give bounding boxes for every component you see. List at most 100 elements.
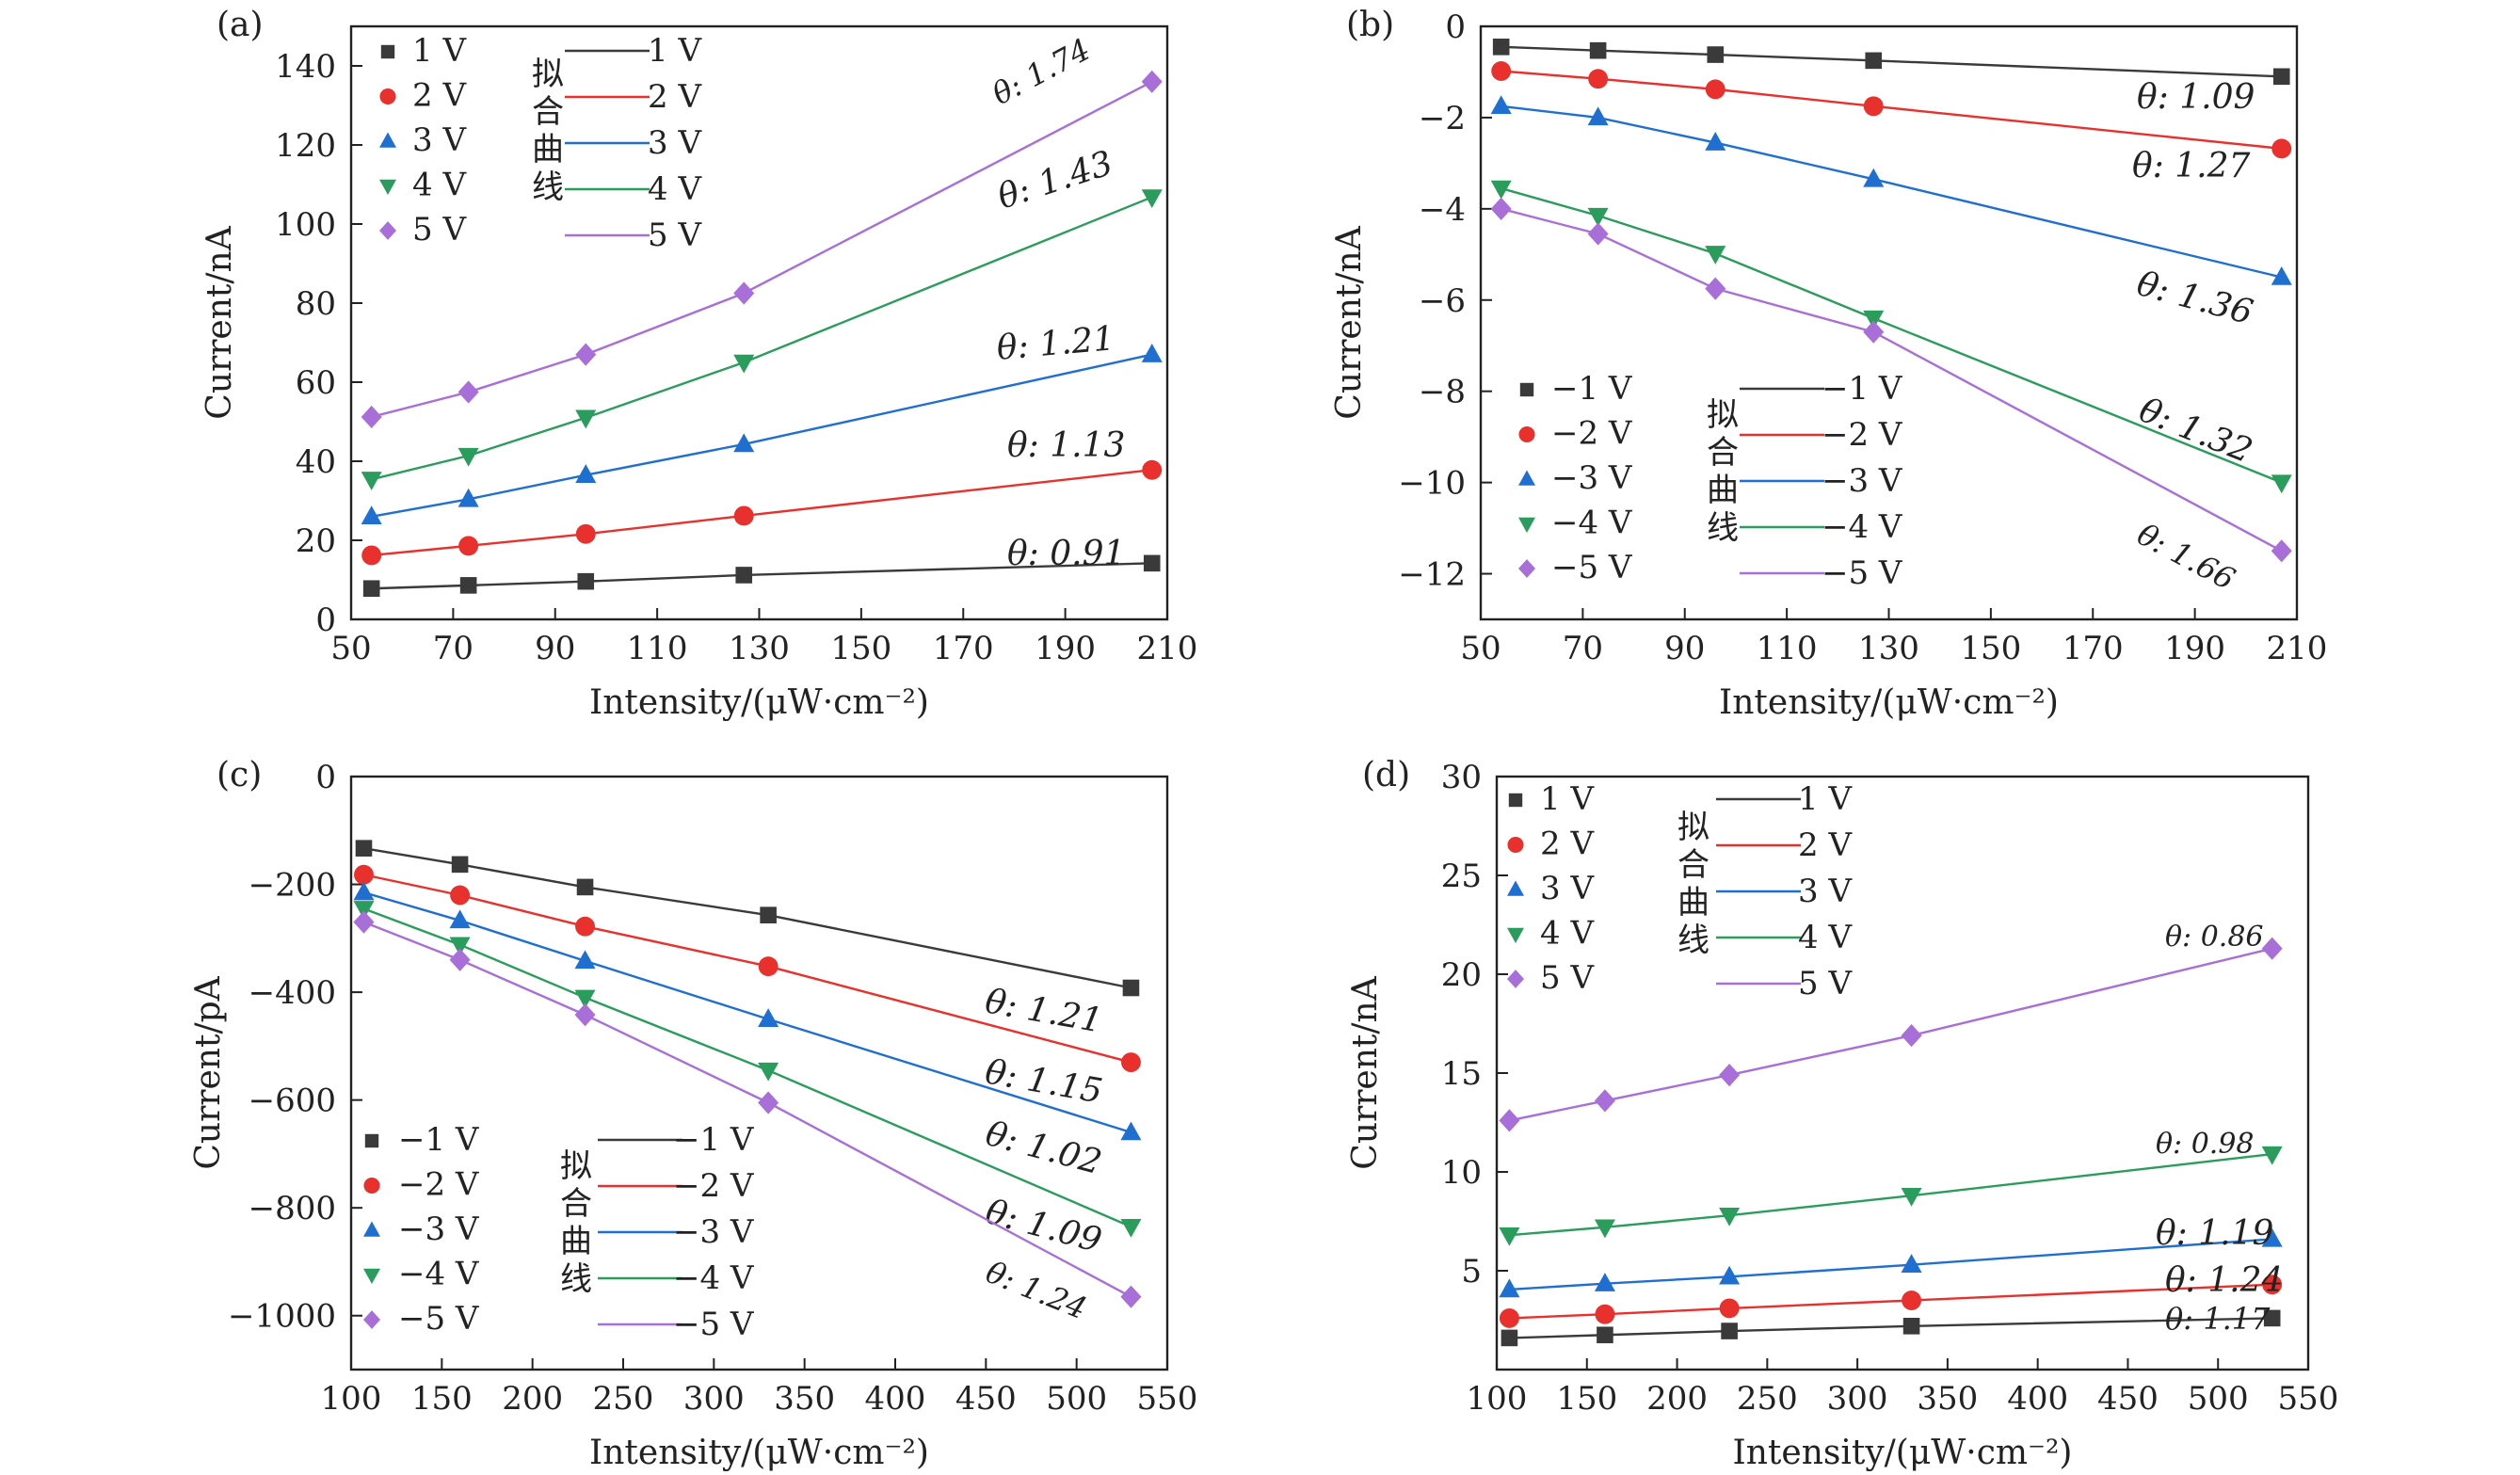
fit-legend-label: 1 V xyxy=(1798,780,1853,818)
legend-label: −5 V xyxy=(398,1300,480,1338)
fit-exponent-label: θ: 1.09 xyxy=(2137,78,2255,117)
x-tick-label: 210 xyxy=(1137,630,1198,667)
data-point-4 xyxy=(1594,1219,1615,1239)
panel-d: (d) 100 150 200 250 300 350 400 450 500 550 5 10 15 20… xyxy=(1346,756,2338,1472)
y-tick-label: −8 xyxy=(1419,374,1466,411)
data-point-5 xyxy=(1499,1109,1520,1132)
plot-frame xyxy=(349,775,1169,1371)
data-point-3 xyxy=(2261,1227,2283,1247)
y-tick-label: 25 xyxy=(1441,858,1482,895)
legend-marker-5 xyxy=(379,221,396,240)
legend-label: −4 V xyxy=(398,1256,480,1293)
fit-legend-label: −4 V xyxy=(673,1259,755,1297)
fit-exponent-label: θ: 1.66 xyxy=(2131,517,2240,598)
data-point-5 xyxy=(1719,1064,1741,1087)
fit-exponent-label: θ: 1.19 xyxy=(2156,1214,2273,1253)
x-tick-label: 500 xyxy=(1046,1380,1107,1418)
x-tick-label: 450 xyxy=(2097,1380,2159,1418)
data-point-5 xyxy=(758,1091,779,1114)
data-point-1 xyxy=(355,840,373,857)
x-tick-label: 100 xyxy=(321,1380,382,1418)
legend-label: 4 V xyxy=(1540,915,1595,953)
x-axis-title: Intensity/(μW·cm⁻²) xyxy=(1719,683,2059,722)
y-tick-label: 5 xyxy=(1461,1253,1482,1291)
fit-curve-1 xyxy=(1501,45,2282,78)
data-point-2 xyxy=(458,536,479,556)
data-point-2 xyxy=(2262,1275,2283,1295)
legend-marker-3 xyxy=(1518,470,1535,486)
data-point-4 xyxy=(2261,1146,2283,1165)
fit-curve-1 xyxy=(1509,1317,2272,1339)
fit-exponent-label: θ: 0.98 xyxy=(2156,1128,2255,1161)
data-point-1 xyxy=(451,856,469,874)
x-axis-title: Intensity/(μW·cm⁻²) xyxy=(1733,1434,2073,1472)
y-tick-label: 20 xyxy=(296,522,336,560)
data-point-2 xyxy=(361,545,382,566)
data-point-4 xyxy=(575,409,597,429)
y-tick-label: 10 xyxy=(1441,1154,1482,1192)
fit-exponent-label: θ: 1.13 xyxy=(1007,426,1125,465)
legend-label: 3 V xyxy=(1540,870,1595,907)
y-tick-label: 0 xyxy=(1445,8,1466,46)
x-tick-label: 190 xyxy=(1035,630,1096,667)
fit-legend-label: 3 V xyxy=(648,124,702,162)
data-point-5 xyxy=(1594,1089,1615,1113)
data-point-4 xyxy=(457,447,479,467)
data-point-4 xyxy=(1901,1187,1922,1207)
data-point-5 xyxy=(1901,1024,1922,1048)
data-point-4 xyxy=(449,937,471,956)
data-point-2 xyxy=(1491,61,1512,81)
data-point-2 xyxy=(1588,69,1609,89)
y-tick-label: −400 xyxy=(249,974,336,1012)
fit-exponent-label: θ: 1.21 xyxy=(995,319,1116,368)
legend-label: 2 V xyxy=(412,77,467,115)
fit-legend-label: −3 V xyxy=(1822,462,1903,500)
x-tick-label: 150 xyxy=(1556,1380,1617,1418)
data-point-3 xyxy=(449,909,471,929)
legend-label: −1 V xyxy=(398,1121,480,1159)
data-point-2 xyxy=(1902,1291,1922,1310)
fit-exponent-label: θ: 1.27 xyxy=(2132,147,2250,185)
x-tick-label: 400 xyxy=(2007,1380,2068,1418)
data-point-1 xyxy=(1122,979,1140,997)
x-tick-label: 500 xyxy=(2188,1380,2249,1418)
data-point-4 xyxy=(1719,1207,1741,1226)
y-tick-label: −12 xyxy=(1398,556,1466,594)
data-point-3 xyxy=(733,433,755,453)
fit-legend-label: −1 V xyxy=(673,1121,755,1159)
data-point-1 xyxy=(459,577,477,594)
data-point-3 xyxy=(574,950,596,970)
fit-legend-label: 5 V xyxy=(1798,965,1853,1002)
legend-marker-2 xyxy=(1507,836,1524,854)
data-point-5 xyxy=(361,405,382,429)
fit-exponent-label: θ: 0.86 xyxy=(2165,921,2264,954)
y-tick-label: 60 xyxy=(296,364,336,402)
data-point-1 xyxy=(1707,46,1725,63)
y-tick-label: −1000 xyxy=(228,1298,336,1336)
data-point-1 xyxy=(362,580,380,598)
fit-curve-5 xyxy=(1509,947,2272,1122)
legend-marker-1 xyxy=(1508,793,1523,808)
data-point-3 xyxy=(1719,1265,1741,1285)
x-tick-label: 130 xyxy=(1858,630,1919,667)
data-point-5 xyxy=(449,948,471,971)
y-axis-title: Current/nA xyxy=(201,225,239,419)
y-tick-label: 120 xyxy=(275,127,336,165)
legend-label: 1 V xyxy=(412,32,467,70)
data-point-1 xyxy=(2272,68,2290,86)
data-point-2 xyxy=(1705,79,1725,100)
fit-exponent-label: θ: 1.74 xyxy=(987,31,1096,112)
fit-exponent-label: θ: 1.21 xyxy=(982,982,1105,1040)
data-point-1 xyxy=(1865,52,1883,70)
y-tick-label: −2 xyxy=(1419,100,1466,137)
x-tick-label: 550 xyxy=(2278,1380,2339,1418)
data-point-4 xyxy=(1863,310,1885,329)
x-tick-label: 300 xyxy=(1827,1380,1888,1418)
x-tick-label: 200 xyxy=(1646,1380,1708,1418)
data-point-5 xyxy=(2271,539,2292,563)
data-point-4 xyxy=(574,989,596,1009)
x-tick-label: 400 xyxy=(865,1380,926,1418)
legend-marker-1 xyxy=(364,1133,379,1148)
data-point-2 xyxy=(1595,1304,1615,1324)
data-point-3 xyxy=(1141,344,1163,362)
